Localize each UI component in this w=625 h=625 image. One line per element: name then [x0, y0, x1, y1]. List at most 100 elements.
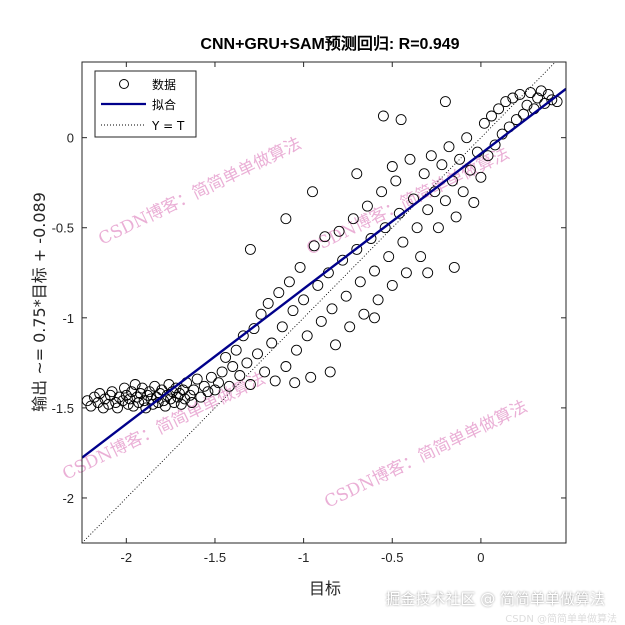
data-point — [532, 92, 544, 104]
data-point — [117, 395, 129, 407]
data-point — [205, 371, 217, 383]
data-point — [99, 393, 111, 405]
x-tick-label: -2 — [121, 550, 133, 565]
data-point — [326, 303, 338, 315]
data-point — [97, 402, 109, 414]
watermark: CSDN博客：简简单单做算法 — [95, 134, 304, 250]
data-point — [542, 88, 554, 100]
y-axis-label: 输出 ~= 0.75*目标 + -0.089 — [30, 192, 49, 412]
chart-title: CNN+GRU+SAM预测回归: R=0.949 — [200, 34, 459, 53]
data-point — [354, 276, 366, 288]
data-point — [500, 96, 512, 108]
data-point — [283, 276, 295, 288]
data-point — [291, 344, 302, 356]
data-point — [237, 330, 249, 342]
data-point — [149, 380, 161, 392]
data-point — [269, 375, 281, 387]
x-tick-label: 0 — [477, 550, 484, 565]
data-point — [165, 393, 177, 405]
data-point — [220, 351, 232, 363]
data-point — [418, 168, 430, 180]
data-point — [147, 398, 159, 410]
data-point — [443, 141, 455, 153]
data-point — [209, 384, 221, 396]
data-point — [244, 243, 256, 255]
data-point — [140, 402, 152, 414]
data-point — [177, 384, 189, 396]
watermark-layer: CSDN博客：简简单单做算法 CSDN博客：简简单单做算法 CSDN博客：简简单… — [59, 134, 530, 513]
data-point — [244, 379, 256, 390]
data-point — [163, 379, 175, 390]
data-point — [273, 287, 285, 299]
legend-label-identity: Y = T — [151, 119, 185, 133]
data-point — [308, 240, 320, 252]
data-point — [188, 384, 200, 396]
data-point — [377, 110, 389, 122]
data-point — [333, 225, 345, 237]
data-point — [289, 377, 301, 389]
data-point — [175, 398, 187, 410]
data-point — [489, 139, 501, 151]
data-point — [390, 175, 402, 187]
data-point — [298, 294, 310, 306]
y-tick-label: -1.5 — [52, 401, 74, 416]
data-point — [223, 380, 235, 392]
data-point — [432, 222, 444, 234]
data-point — [475, 171, 487, 183]
data-point — [319, 231, 331, 243]
data-point — [347, 213, 359, 225]
data-point — [386, 279, 398, 291]
data-point — [307, 186, 318, 198]
data-point — [113, 391, 125, 403]
data-point — [312, 279, 324, 291]
data-point — [252, 348, 263, 360]
data-point — [340, 290, 352, 302]
data-point — [361, 200, 373, 212]
data-point — [120, 389, 132, 401]
data-point — [376, 186, 388, 198]
data-point — [369, 265, 380, 277]
y-tick-label: -2 — [62, 491, 74, 506]
y-tick-label: -1 — [62, 311, 74, 326]
data-point — [383, 251, 395, 263]
data-point — [195, 391, 207, 403]
data-point — [369, 312, 380, 324]
fit-line — [82, 87, 566, 459]
data-point — [358, 308, 370, 320]
legend: 数据 拟合 Y = T — [94, 70, 197, 138]
data-point — [184, 389, 196, 401]
data-point — [525, 87, 536, 99]
data-point — [351, 168, 363, 180]
data-point — [88, 391, 100, 403]
y-tick-label: 0 — [67, 131, 74, 146]
data-point — [287, 305, 299, 317]
data-point — [330, 339, 341, 351]
x-tick-label: -1.5 — [204, 550, 226, 565]
data-point — [535, 85, 547, 97]
data-point — [482, 150, 494, 162]
data-point — [351, 243, 363, 255]
site-credit: 掘金技术社区 @ 简简单单做算法 — [385, 590, 605, 608]
data-point — [468, 197, 480, 208]
data-point — [179, 393, 191, 405]
data-point — [129, 379, 141, 390]
data-point — [510, 114, 522, 126]
data-point — [521, 99, 533, 111]
data-point — [259, 366, 271, 378]
data-point — [248, 323, 260, 335]
data-point — [294, 261, 306, 273]
data-point — [439, 195, 451, 207]
data-point — [422, 204, 434, 216]
data-point — [514, 88, 526, 100]
data-point — [135, 388, 146, 399]
plot-area — [82, 62, 566, 543]
x-tick-label: -1 — [298, 550, 310, 565]
data-point — [415, 251, 427, 263]
data-point — [168, 397, 180, 408]
legend-label-data: 数据 — [152, 77, 176, 92]
data-point — [213, 377, 224, 389]
data-point — [397, 236, 409, 248]
watermark: CSDN博客：简简单单做算法 — [321, 397, 530, 513]
data-point — [478, 117, 490, 129]
data-point — [493, 103, 505, 115]
